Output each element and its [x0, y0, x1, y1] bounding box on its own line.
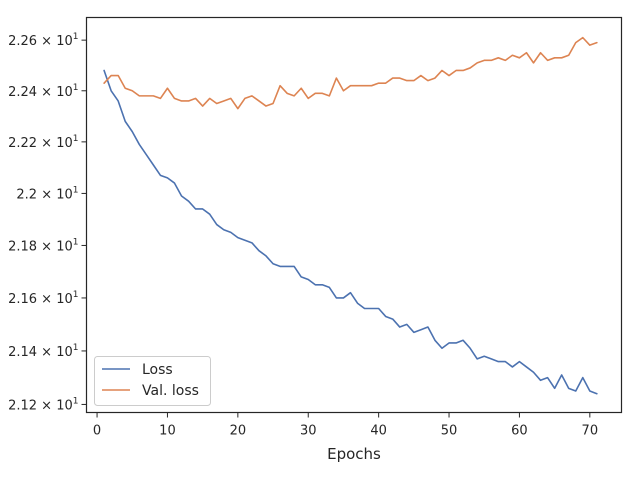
- x-tick-label: 20: [230, 424, 247, 439]
- x-tick-label: 30: [300, 424, 317, 439]
- y-tick-label: 2.24 × 101: [8, 83, 78, 100]
- series-line-val-loss: [103, 36, 598, 110]
- legend-label-val-loss: Val. loss: [142, 383, 199, 399]
- x-tick-label: 40: [370, 424, 387, 439]
- x-axis-label: Epochs: [327, 445, 381, 463]
- series-line-loss: [103, 69, 598, 395]
- legend: Loss Val. loss: [94, 356, 211, 406]
- y-tick-label: 2.2 × 101: [16, 185, 78, 202]
- plot-frame: [85, 16, 623, 414]
- y-tick-label: 2.14 × 101: [8, 343, 78, 360]
- x-tick-label: 60: [511, 424, 528, 439]
- y-axis: 2.12 × 101 2.14 × 101 2.16 × 101 2.18 × 101…: [8, 32, 87, 413]
- x-axis: 0 10 20 30 40 50 60 70: [93, 412, 599, 439]
- x-tick-label: 70: [582, 424, 599, 439]
- y-tick-label: 2.12 × 101: [8, 396, 78, 413]
- x-tick-label: 0: [93, 424, 101, 439]
- y-tick-label: 2.22 × 101: [8, 134, 78, 151]
- legend-label-loss: Loss: [142, 362, 173, 378]
- x-tick-label: 50: [441, 424, 458, 439]
- y-tick-label: 2.18 × 101: [8, 237, 78, 254]
- y-tick-label: 2.26 × 101: [8, 32, 78, 49]
- series-layer: [103, 36, 598, 395]
- x-tick-label: 10: [159, 424, 176, 439]
- y-tick-label: 2.16 × 101: [8, 290, 78, 307]
